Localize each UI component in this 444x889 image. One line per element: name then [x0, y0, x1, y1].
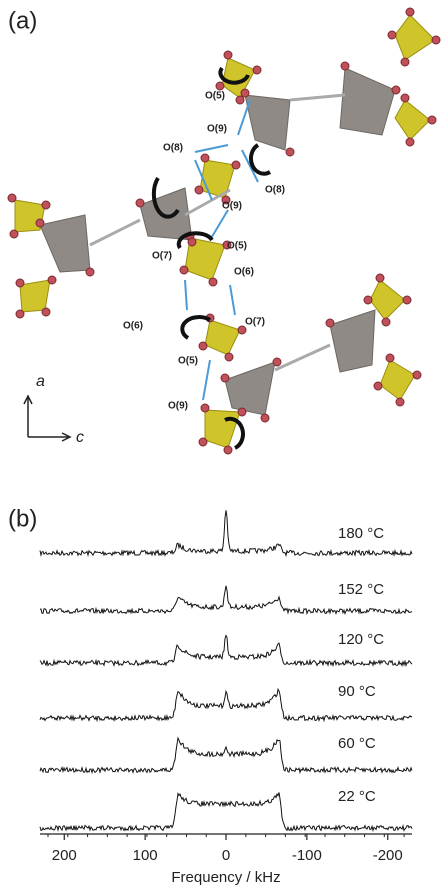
atom	[395, 397, 405, 407]
octahedron	[339, 67, 396, 136]
atom	[187, 237, 197, 247]
atom	[15, 309, 25, 319]
atom	[198, 437, 208, 447]
atom	[235, 95, 245, 105]
atom	[340, 61, 350, 71]
trace-label: 90 °C	[338, 683, 376, 700]
atom	[385, 353, 395, 363]
atom	[7, 193, 17, 203]
spectrum	[39, 634, 413, 668]
atom	[272, 357, 282, 367]
atom-label: O(5)	[227, 241, 247, 252]
atom-label: O(8)	[163, 143, 183, 154]
atom	[9, 229, 19, 239]
atom	[363, 295, 373, 305]
atom	[215, 81, 225, 91]
rotations	[151, 66, 272, 450]
x-tick-label: 0	[222, 847, 230, 864]
trace-label: 180 °C	[338, 525, 384, 542]
atom	[387, 30, 397, 40]
atom	[200, 153, 210, 163]
atom	[431, 35, 441, 45]
atom-label: O(7)	[245, 317, 265, 328]
octahedron	[139, 187, 193, 241]
atom	[285, 147, 295, 157]
crystal-structure: a c	[7, 7, 441, 455]
atom-label: O(6)	[123, 321, 143, 332]
atom	[85, 267, 95, 277]
panel-label: (a)	[8, 7, 37, 34]
atom	[200, 403, 210, 413]
spectrum	[39, 792, 413, 833]
atom	[222, 240, 232, 250]
atom-label: O(6)	[234, 267, 254, 278]
trace-label: 60 °C	[338, 735, 376, 752]
atom	[252, 65, 262, 75]
contacts	[184, 99, 259, 401]
atom-label: O(7)	[152, 251, 172, 262]
axis-label: a	[36, 373, 45, 390]
atom	[135, 198, 145, 208]
spectrum	[39, 510, 413, 558]
atom	[381, 317, 391, 327]
x-tick-label: 200	[52, 847, 77, 864]
atom	[223, 50, 233, 60]
atom-label: O(9)	[222, 201, 242, 212]
atom	[405, 137, 415, 147]
atom	[208, 277, 218, 287]
atom	[220, 373, 230, 383]
atom	[373, 381, 383, 391]
atom	[237, 407, 247, 417]
atom-label: O(9)	[207, 124, 227, 135]
atom-label: O(8)	[265, 185, 285, 196]
atom-label: O(5)	[205, 91, 225, 102]
axis-label: c	[76, 429, 84, 446]
trace-label: 152 °C	[338, 581, 384, 598]
atom	[240, 88, 250, 98]
atom	[325, 318, 335, 328]
atom	[375, 273, 385, 283]
x-tick-label: -200	[373, 847, 403, 864]
octahedron	[329, 309, 376, 373]
atom	[41, 200, 51, 210]
atom	[260, 413, 270, 423]
atom	[391, 85, 401, 95]
axis-indicator	[23, 394, 72, 442]
atom	[400, 57, 410, 67]
atom	[15, 278, 25, 288]
atom	[405, 7, 415, 17]
atom	[198, 341, 208, 351]
atom	[221, 195, 231, 205]
trace-label: 120 °C	[338, 631, 384, 648]
atom	[402, 295, 412, 305]
atom	[427, 115, 437, 125]
spectrum	[39, 736, 413, 775]
atom	[41, 307, 51, 317]
atom-label: O(5)	[178, 356, 198, 367]
x-tick-label: -100	[292, 847, 322, 864]
trace-label: 22 °C	[338, 788, 376, 805]
atom	[400, 93, 410, 103]
atom	[224, 352, 234, 362]
x-tick-label: 100	[133, 847, 158, 864]
atom	[223, 445, 233, 455]
spectrum	[39, 585, 413, 616]
bonds	[89, 93, 346, 372]
atom	[35, 218, 45, 228]
atom-label: O(9)	[168, 401, 188, 412]
octahedron	[244, 94, 291, 151]
atom	[237, 325, 247, 335]
atom	[412, 370, 422, 380]
x-axis-label: Frequency / kHz	[171, 869, 280, 886]
atom	[194, 185, 204, 195]
octahedron	[224, 361, 276, 416]
panel-label: (b)	[8, 505, 37, 532]
atom	[47, 275, 57, 285]
octahedron	[39, 214, 91, 273]
spectrum	[39, 687, 413, 723]
atom	[231, 160, 241, 170]
atom	[179, 265, 189, 275]
